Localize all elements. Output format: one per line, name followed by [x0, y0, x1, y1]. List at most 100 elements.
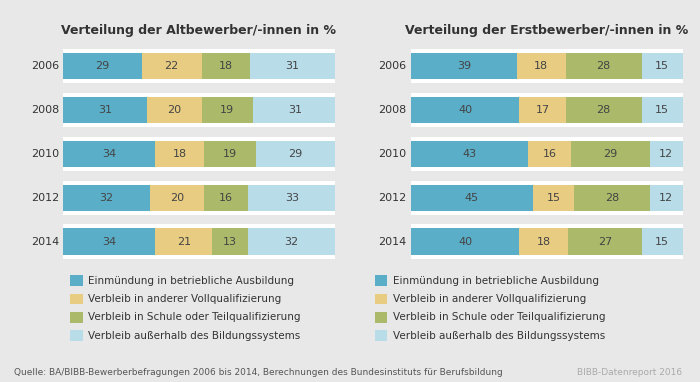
Bar [147, 97, 202, 123]
Text: 45: 45 [465, 193, 479, 203]
Bar [574, 185, 650, 211]
Bar [202, 97, 253, 123]
Bar [256, 141, 335, 167]
Text: BIBB-Datenreport 2016: BIBB-Datenreport 2016 [578, 368, 682, 377]
Text: 21: 21 [177, 236, 191, 247]
Text: 22: 22 [164, 61, 178, 71]
Bar [411, 185, 533, 211]
Text: Quelle: BA/BIBB-Bewerberbefragungen 2006 bis 2014, Berechnungen des Bundesinstit: Quelle: BA/BIBB-Bewerberbefragungen 2006… [14, 368, 503, 377]
Bar [650, 185, 682, 211]
Text: 18: 18 [537, 236, 551, 247]
Bar [63, 228, 155, 255]
Text: 29: 29 [95, 61, 109, 71]
Bar [248, 185, 337, 211]
Text: 2010: 2010 [31, 149, 59, 159]
Text: 16: 16 [219, 193, 233, 203]
Text: 16: 16 [542, 149, 556, 159]
Text: 17: 17 [536, 105, 550, 115]
Bar [248, 228, 335, 255]
Text: 28: 28 [605, 193, 619, 203]
Bar [204, 141, 256, 167]
Bar [411, 141, 528, 167]
Text: 2006: 2006 [379, 61, 407, 71]
Text: 2006: 2006 [31, 61, 59, 71]
Bar [568, 228, 642, 255]
Text: 18: 18 [534, 61, 548, 71]
Bar [63, 53, 142, 79]
Text: 15: 15 [655, 61, 669, 71]
Text: 31: 31 [98, 105, 112, 115]
Bar [155, 228, 212, 255]
Bar [411, 225, 682, 259]
Text: 19: 19 [223, 149, 237, 159]
Bar [63, 225, 335, 259]
Text: 40: 40 [458, 236, 472, 247]
Bar [142, 53, 202, 79]
Text: 2012: 2012 [31, 193, 59, 203]
Text: Verbleib in Schule oder Teilqualifizierung: Verbleib in Schule oder Teilqualifizieru… [393, 312, 606, 322]
Bar [204, 185, 248, 211]
Title: Verteilung der Altbewerber/-innen in %: Verteilung der Altbewerber/-innen in % [62, 24, 337, 37]
Text: Einmündung in betriebliche Ausbildung: Einmündung in betriebliche Ausbildung [393, 276, 598, 286]
Text: 29: 29 [603, 149, 617, 159]
Text: 15: 15 [655, 236, 669, 247]
Text: 2010: 2010 [379, 149, 407, 159]
Text: 13: 13 [223, 236, 237, 247]
Text: Verbleib außerhalb des Bildungssystems: Verbleib außerhalb des Bildungssystems [88, 331, 300, 341]
Bar [63, 93, 335, 127]
Bar [519, 228, 568, 255]
Bar [202, 53, 251, 79]
Bar [155, 141, 204, 167]
Text: 40: 40 [458, 105, 472, 115]
Text: 15: 15 [655, 105, 669, 115]
Text: 27: 27 [598, 236, 612, 247]
Text: 12: 12 [659, 193, 673, 203]
Text: 20: 20 [167, 105, 181, 115]
Text: Einmündung in betriebliche Ausbildung: Einmündung in betriebliche Ausbildung [88, 276, 294, 286]
Bar [566, 53, 642, 79]
Text: 2008: 2008 [379, 105, 407, 115]
Text: 34: 34 [102, 236, 116, 247]
Text: 43: 43 [462, 149, 476, 159]
Text: 2014: 2014 [31, 236, 59, 247]
Bar [517, 53, 566, 79]
Bar [63, 97, 147, 123]
Bar [63, 181, 335, 215]
Text: 12: 12 [659, 149, 673, 159]
Text: 39: 39 [456, 61, 471, 71]
Text: 2014: 2014 [379, 236, 407, 247]
Bar [411, 53, 517, 79]
Bar [212, 228, 248, 255]
Text: 32: 32 [284, 236, 298, 247]
Text: 20: 20 [170, 193, 184, 203]
Bar [528, 141, 571, 167]
Bar [650, 141, 682, 167]
Bar [571, 141, 650, 167]
Bar [411, 93, 682, 127]
Text: 2012: 2012 [379, 193, 407, 203]
Text: 19: 19 [220, 105, 234, 115]
Bar [642, 97, 682, 123]
Bar [642, 228, 682, 255]
Text: 29: 29 [288, 149, 302, 159]
Text: Verbleib in anderer Vollqualifizierung: Verbleib in anderer Vollqualifizierung [393, 294, 586, 304]
Text: 31: 31 [286, 61, 300, 71]
Text: 28: 28 [596, 61, 611, 71]
Bar [251, 53, 335, 79]
Bar [533, 185, 574, 211]
Text: 34: 34 [102, 149, 116, 159]
Bar [411, 228, 519, 255]
Bar [63, 141, 155, 167]
Bar [411, 137, 682, 171]
Bar [566, 97, 642, 123]
Text: 2008: 2008 [31, 105, 59, 115]
Bar [411, 97, 519, 123]
Text: 33: 33 [286, 193, 300, 203]
Bar [63, 185, 150, 211]
Text: 32: 32 [99, 193, 113, 203]
Text: 28: 28 [596, 105, 611, 115]
Bar [411, 49, 682, 83]
Text: 15: 15 [547, 193, 561, 203]
Bar [63, 49, 335, 83]
Bar [642, 53, 682, 79]
